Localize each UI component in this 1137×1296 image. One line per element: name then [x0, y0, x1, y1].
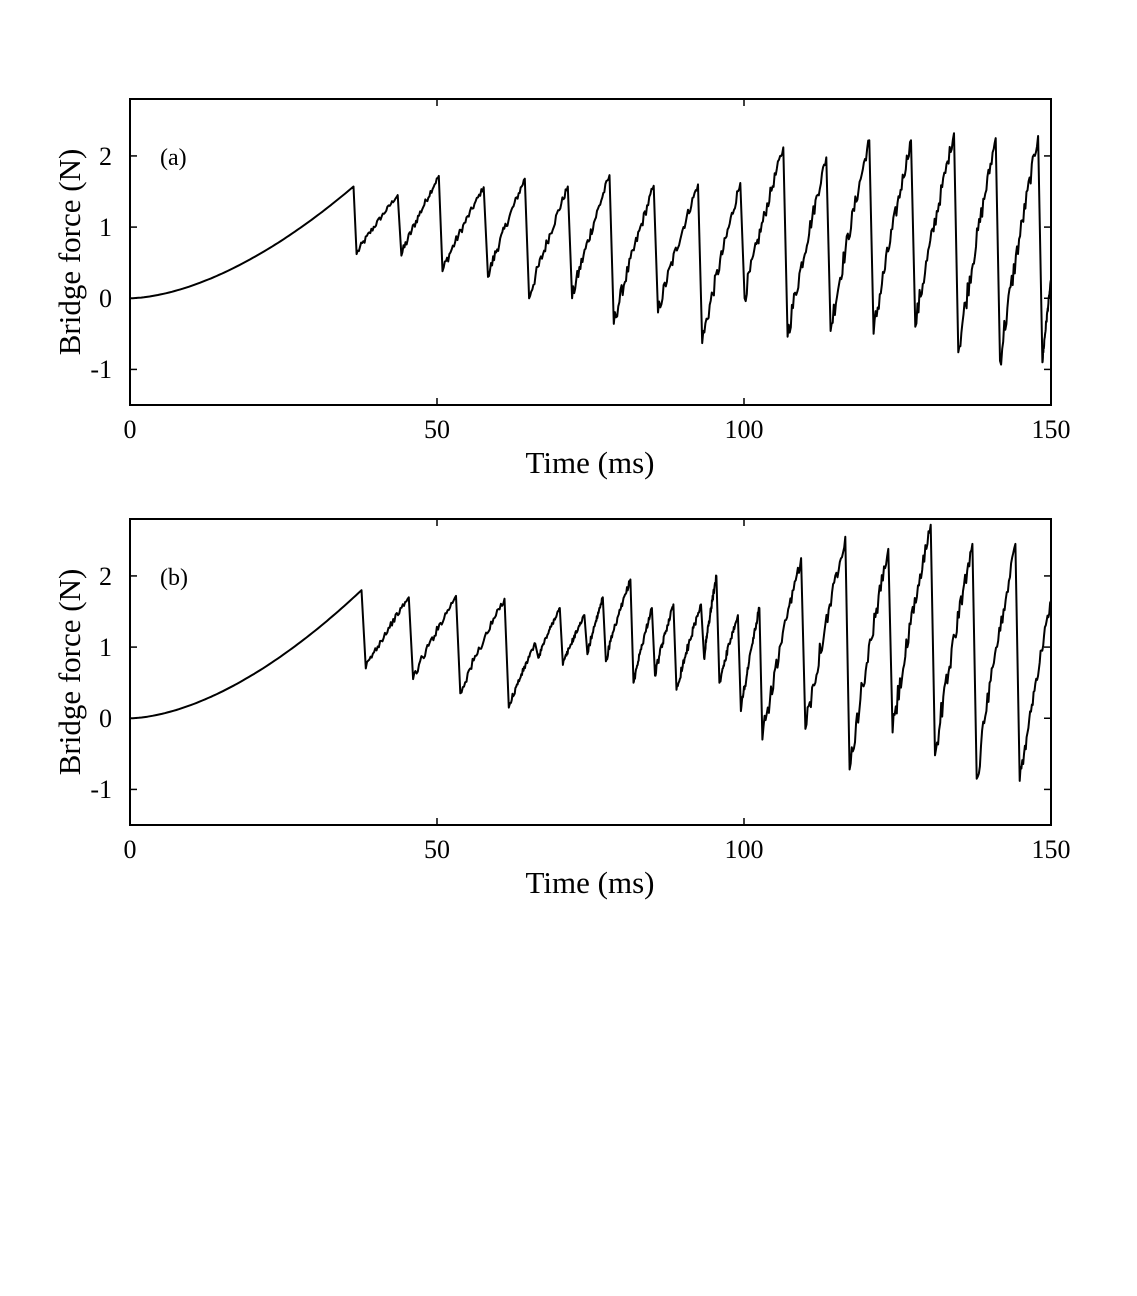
panel-label-b: (b): [160, 565, 188, 591]
y-tick-label-a-0: 0: [99, 284, 112, 313]
x-tick-label-b-0: 0: [124, 835, 137, 864]
y-tick-label-b-neg1: -1: [90, 775, 112, 804]
x-axis-label-b: Time (ms): [526, 865, 655, 900]
force-trace-b: [129, 523, 1052, 782]
x-tick-label-b-150: 150: [1032, 835, 1071, 864]
x-tick-label-a-0: 0: [124, 415, 137, 444]
y-tick-label-a-2: 2: [99, 142, 112, 171]
y-axis-label-b: Bridge force (N): [52, 569, 87, 776]
x-tick-label-a-100: 100: [725, 415, 764, 444]
y-axis-label-a: Bridge force (N): [52, 149, 87, 356]
panel-a: (a) 0 50 100 150 -1 0 1 2 Time (ms) Brid…: [52, 98, 1071, 480]
x-axis-label-a: Time (ms): [526, 445, 655, 480]
y-tick-label-b-2: 2: [99, 562, 112, 591]
y-tick-label-a-neg1: -1: [90, 355, 112, 384]
y-tick-label-b-1: 1: [99, 633, 112, 662]
x-tick-label-a-150: 150: [1032, 415, 1071, 444]
plot-frame-b: [129, 518, 1052, 826]
panel-label-a: (a): [160, 145, 187, 171]
y-tick-label-a-1: 1: [99, 213, 112, 242]
plot-frame-a: [129, 98, 1052, 406]
force-trace-a: [129, 132, 1052, 366]
x-tick-label-b-100: 100: [725, 835, 764, 864]
x-tick-label-a-50: 50: [424, 415, 450, 444]
x-tick-label-b-50: 50: [424, 835, 450, 864]
panel-b: (b) 0 50 100 150 -1 0 1 2 Time (ms) Brid…: [52, 518, 1071, 900]
y-tick-label-b-0: 0: [99, 704, 112, 733]
